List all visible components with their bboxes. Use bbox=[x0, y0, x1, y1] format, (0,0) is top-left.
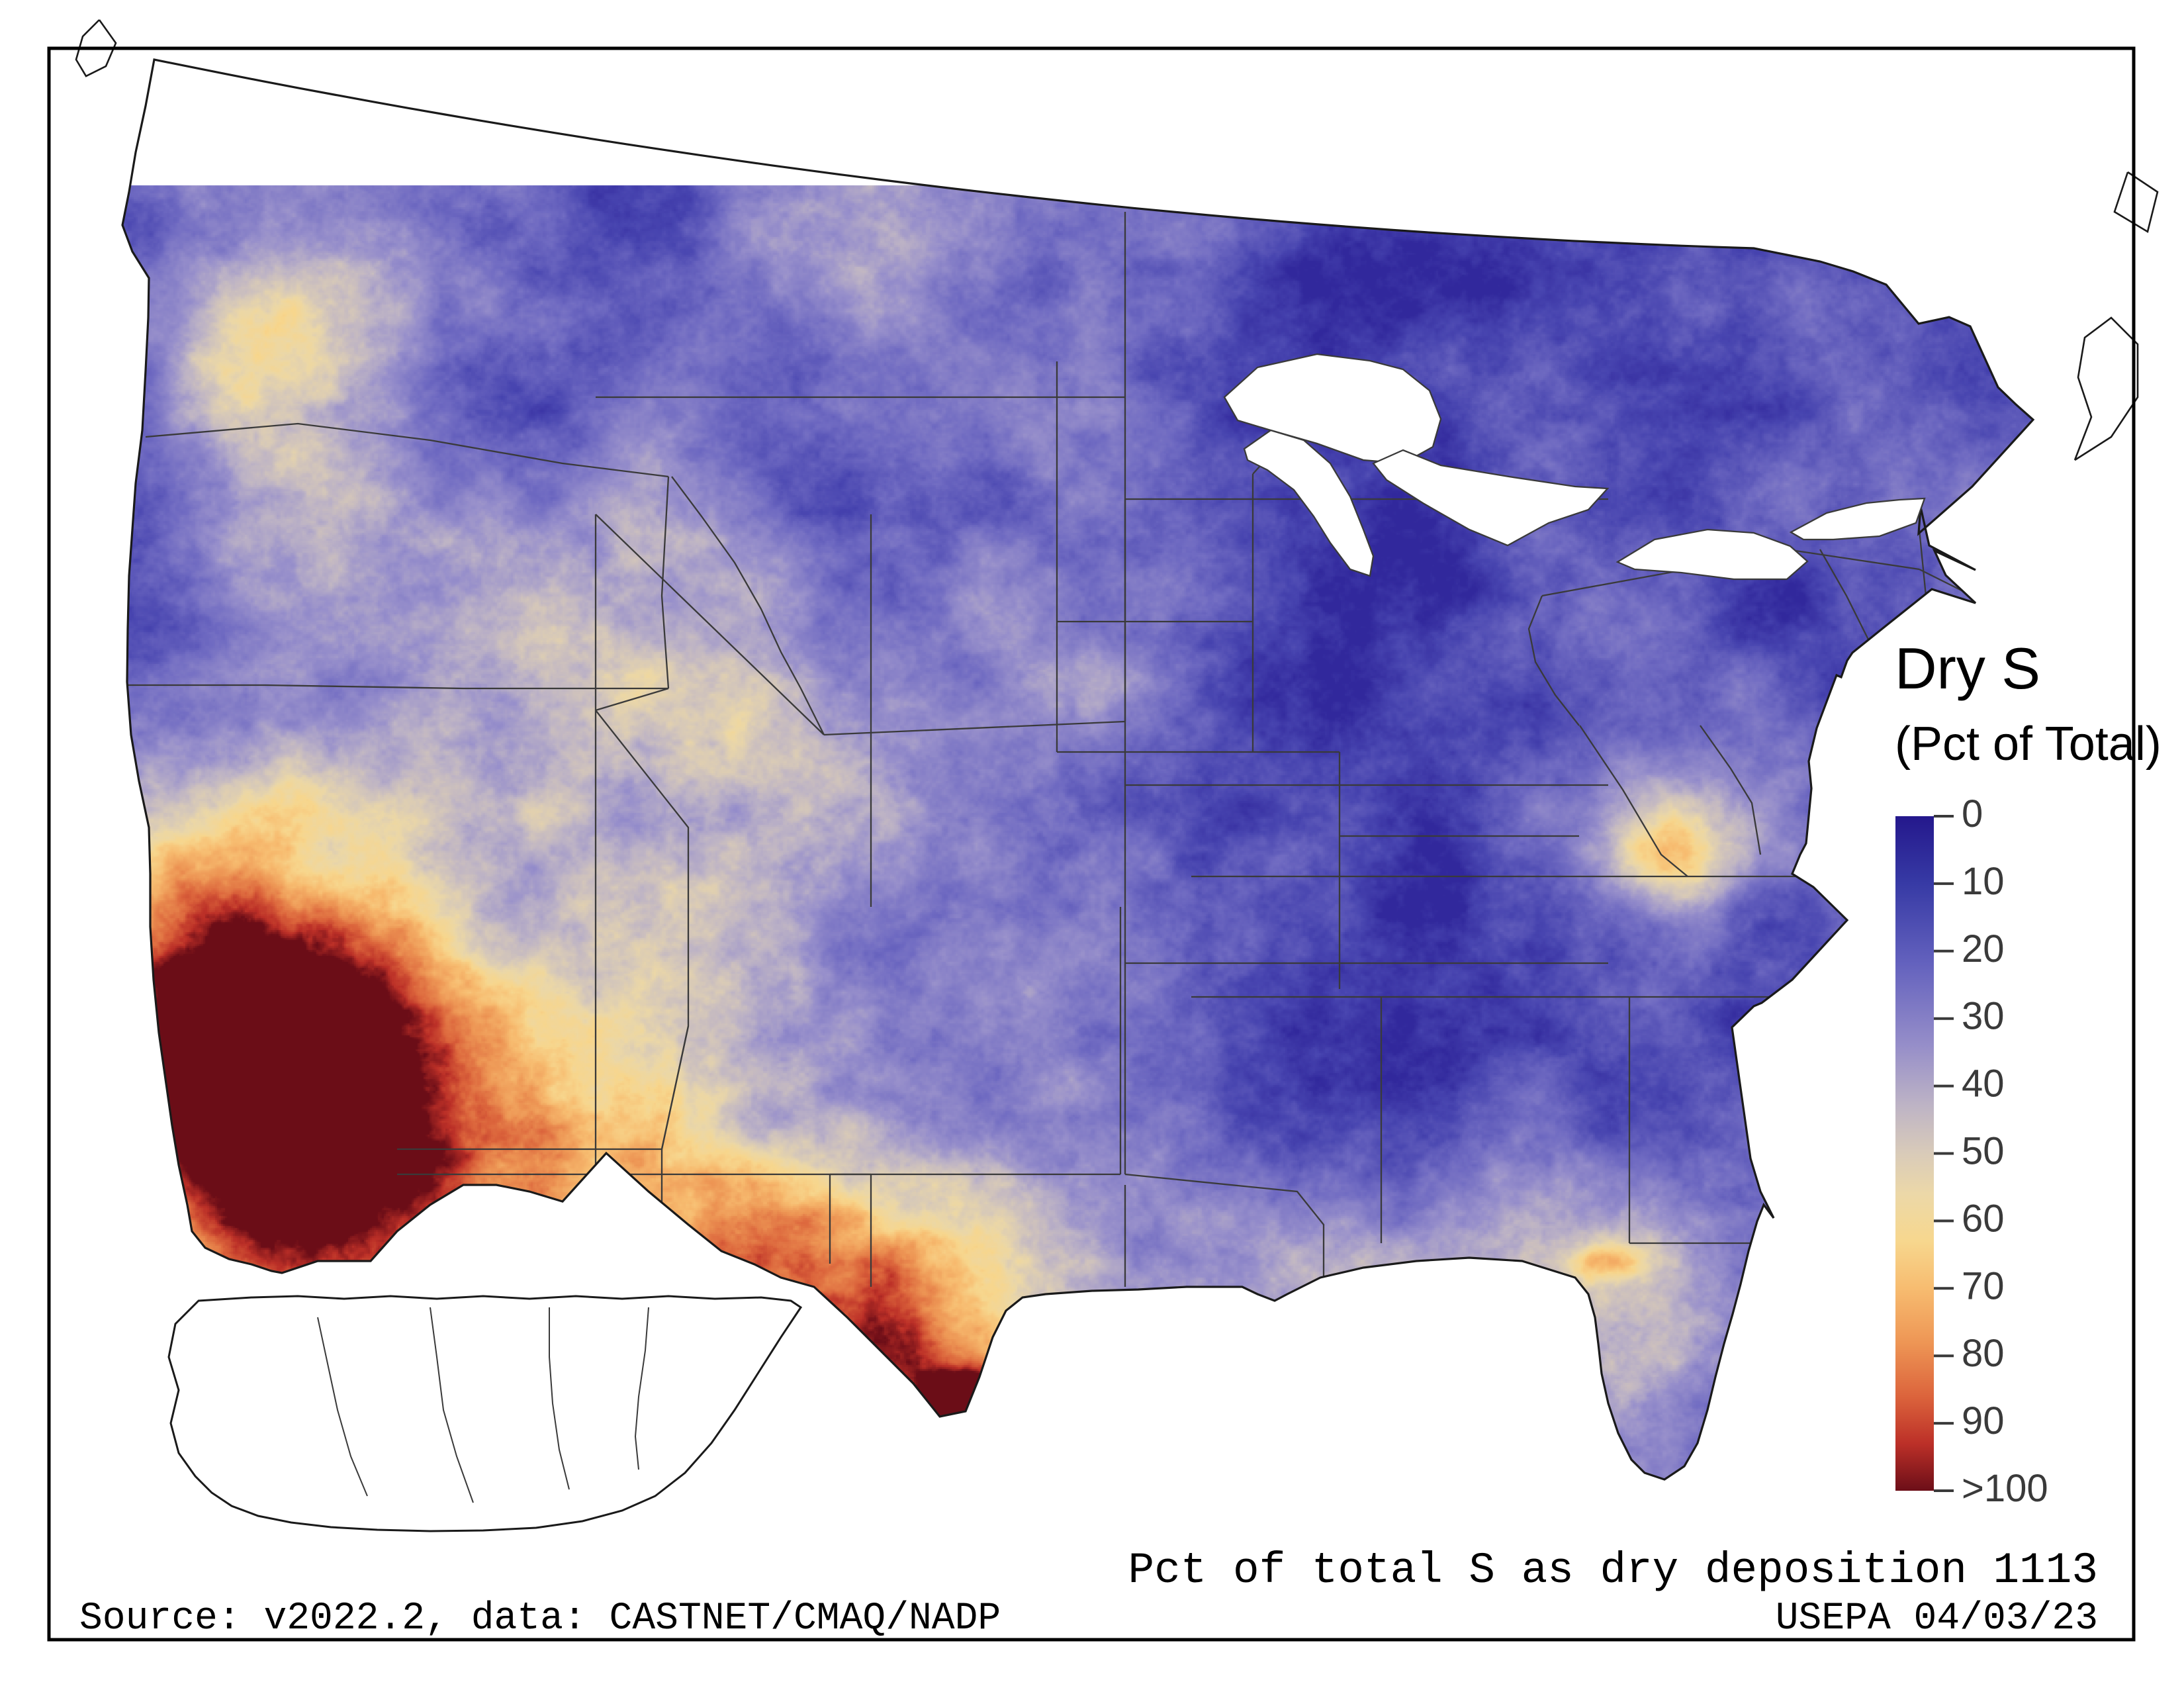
svg-text:40: 40 bbox=[1962, 1062, 2005, 1105]
svg-text:70: 70 bbox=[1962, 1264, 2005, 1307]
svg-text:30: 30 bbox=[1962, 995, 2005, 1038]
svg-text:80: 80 bbox=[1962, 1332, 2005, 1375]
svg-text:10: 10 bbox=[1962, 860, 2005, 903]
svg-text:50: 50 bbox=[1962, 1130, 2005, 1173]
svg-text:60: 60 bbox=[1962, 1197, 2005, 1240]
svg-text:>100: >100 bbox=[1962, 1467, 2048, 1510]
svg-text:Pct of total S as dry depositi: Pct of total S as dry deposition 1113 bbox=[1128, 1546, 2098, 1595]
svg-text:90: 90 bbox=[1962, 1399, 2005, 1442]
svg-text:Source: v2022.2, data: CASTNET: Source: v2022.2, data: CASTNET/CMAQ/NADP bbox=[79, 1597, 1001, 1640]
svg-text:Dry S: Dry S bbox=[1895, 635, 2040, 701]
svg-text:USEPA 04/03/23: USEPA 04/03/23 bbox=[1776, 1597, 2098, 1640]
svg-text:20: 20 bbox=[1962, 927, 2005, 970]
svg-text:(Pct of Total): (Pct of Total) bbox=[1895, 718, 2161, 771]
svg-text:0: 0 bbox=[1962, 792, 1983, 835]
